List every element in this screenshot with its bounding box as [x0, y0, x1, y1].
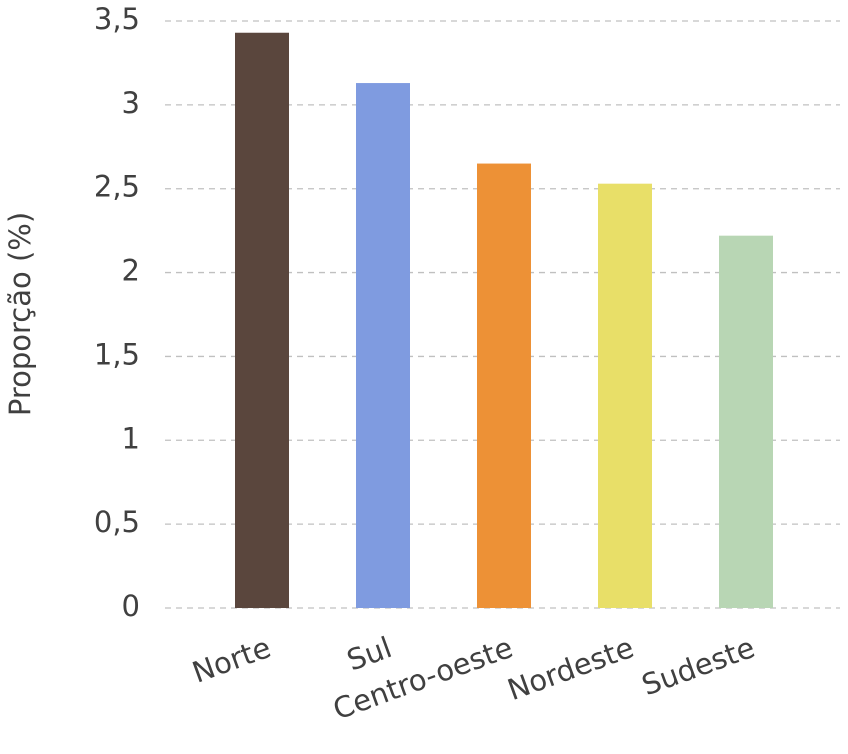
bar	[477, 163, 531, 609]
y-tick-label: 3	[122, 86, 140, 120]
y-tick-label: 2	[122, 254, 140, 288]
bar	[356, 83, 410, 609]
x-tick-label: Sudeste	[637, 630, 759, 702]
y-tick-label: 1,5	[94, 337, 140, 371]
bar	[719, 235, 773, 608]
x-tick-label: Norte	[188, 630, 275, 690]
y-tick-label: 3,5	[94, 2, 140, 36]
x-tick-label: Nordeste	[503, 630, 638, 707]
y-tick-label: 1	[122, 421, 140, 455]
y-tick-label: 0,5	[94, 505, 140, 539]
bar	[598, 183, 652, 608]
bar	[235, 32, 289, 609]
y-axis-title: Proporção (%)	[3, 212, 37, 416]
y-tick-label: 2,5	[94, 170, 140, 204]
y-tick-label: 0	[122, 589, 140, 623]
x-tick-label: Sul	[342, 630, 396, 677]
